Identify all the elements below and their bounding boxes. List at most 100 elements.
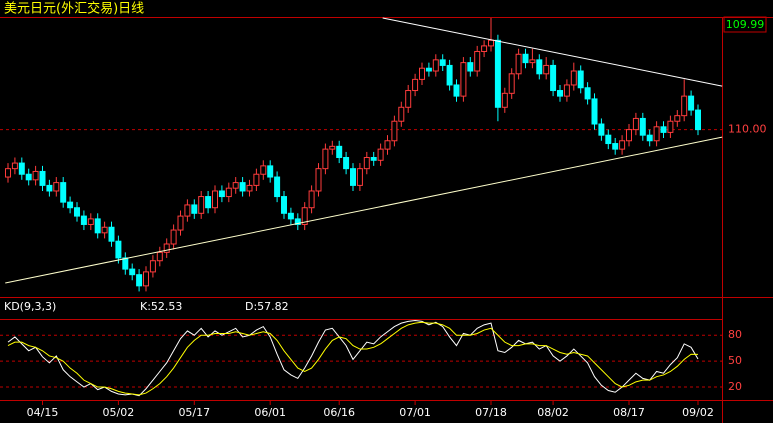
x-tick-label: 06/01 — [254, 406, 286, 419]
candle-body — [515, 53, 522, 75]
candle-body — [674, 115, 681, 122]
candle-body — [591, 98, 598, 125]
candle-body — [281, 196, 287, 214]
candle-body — [363, 157, 370, 170]
candle-body — [308, 190, 315, 209]
candle-body — [619, 140, 626, 150]
candle-body — [11, 162, 18, 170]
candle-body — [163, 243, 170, 253]
x-tick-label: 07/18 — [475, 406, 507, 419]
candle-body — [108, 226, 115, 242]
x-tick-label: 07/01 — [399, 406, 431, 419]
candle-body — [5, 168, 11, 178]
candle-body — [432, 59, 439, 72]
kd-line — [7, 321, 699, 396]
y-tick-label: 110.00 — [728, 123, 767, 136]
candle-body — [646, 134, 653, 142]
candle-body — [557, 90, 563, 97]
x-tick-label: 04/15 — [27, 406, 59, 419]
candle-body — [425, 67, 432, 72]
trendline — [5, 136, 723, 284]
candle-body — [267, 165, 274, 178]
candle-body — [198, 196, 205, 214]
x-tick-label: 06/16 — [323, 406, 355, 419]
candle-body — [570, 70, 577, 86]
candle-body — [232, 182, 239, 189]
candle-body — [191, 204, 198, 214]
candle-body — [536, 59, 543, 75]
candle-body — [115, 240, 122, 259]
candle-body — [522, 53, 529, 64]
x-tick-label: 05/02 — [103, 406, 135, 419]
candle-body — [508, 73, 515, 94]
candle-body — [315, 168, 322, 192]
candle-body — [260, 165, 267, 175]
candle-body — [474, 50, 481, 72]
kd-line — [7, 320, 699, 397]
candle-body — [60, 182, 67, 203]
candle-body — [667, 120, 674, 133]
candle-body — [294, 218, 301, 225]
candle-body — [543, 64, 550, 75]
last-price-box — [723, 16, 767, 33]
candle-body — [626, 129, 632, 142]
candle-body — [143, 271, 149, 287]
y-tick-label: 50 — [728, 354, 742, 367]
candle-body — [639, 117, 646, 136]
candle-body — [688, 95, 695, 111]
frame — [0, 17, 773, 423]
candle-body — [212, 190, 218, 209]
y-tick-label: 20 — [728, 380, 742, 393]
candle-body — [343, 157, 350, 170]
candle-body — [446, 64, 453, 86]
candle-body — [101, 226, 108, 234]
x-tick-label: 08/17 — [613, 406, 645, 419]
candle-body — [32, 170, 39, 181]
candle-body — [460, 62, 467, 97]
candle-body — [74, 207, 80, 217]
candle-body — [225, 187, 232, 198]
candle-body — [612, 143, 619, 150]
candle-body — [184, 204, 191, 217]
candle-body — [205, 196, 212, 209]
candle-body — [322, 148, 329, 170]
candle-body — [563, 84, 570, 97]
candle-body — [67, 201, 74, 209]
candle-body — [18, 162, 25, 175]
candle-body — [46, 184, 53, 192]
candle-body — [218, 190, 225, 198]
candle-body — [301, 207, 308, 225]
k-label: K:52.53 — [140, 300, 182, 313]
trendline — [382, 17, 723, 87]
indicator-title: KD(9,3,3) — [4, 300, 56, 313]
candle-body — [136, 274, 143, 287]
candle-body — [287, 212, 294, 220]
candle-body — [653, 126, 660, 142]
candle-body — [122, 257, 129, 270]
candle-body — [391, 120, 398, 142]
candle-body — [329, 145, 336, 150]
candle-body — [501, 92, 508, 108]
candle-body — [453, 84, 460, 97]
candle-body — [467, 62, 474, 72]
candle-body — [488, 39, 494, 47]
candle-body — [156, 251, 163, 262]
candle-body — [377, 148, 384, 161]
candle-body — [419, 67, 425, 80]
candle-body — [405, 90, 412, 108]
candle-body — [94, 218, 101, 234]
candle-body — [350, 168, 356, 186]
candle-body — [87, 218, 94, 225]
candle-body — [439, 59, 446, 66]
candle-body — [274, 176, 281, 198]
candle-body — [177, 215, 184, 231]
candle-body — [584, 87, 591, 100]
candle-body — [246, 184, 253, 192]
candle-body — [695, 109, 701, 131]
candle-body — [681, 95, 688, 117]
last-price: 109.99 — [726, 18, 765, 31]
candle-body — [577, 70, 584, 89]
candle-body — [481, 45, 488, 52]
